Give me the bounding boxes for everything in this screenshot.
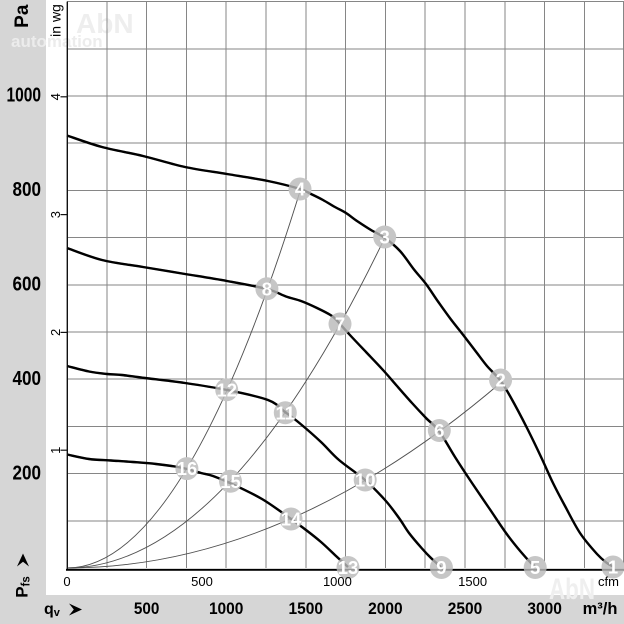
svg-text:13: 13 (338, 557, 359, 578)
svg-text:1500: 1500 (289, 600, 324, 618)
svg-text:500: 500 (134, 600, 160, 618)
svg-text:5: 5 (530, 557, 540, 578)
svg-text:10: 10 (355, 470, 376, 491)
svg-text:1000: 1000 (209, 600, 244, 618)
svg-text:1000: 1000 (7, 84, 42, 106)
svg-text:Pa: Pa (12, 4, 33, 28)
svg-text:15: 15 (220, 471, 241, 492)
svg-text:3000: 3000 (527, 600, 562, 618)
svg-text:cfm: cfm (598, 574, 619, 589)
svg-text:6: 6 (434, 420, 444, 441)
svg-text:1500: 1500 (458, 574, 487, 589)
svg-text:2: 2 (48, 329, 63, 336)
svg-text:1: 1 (48, 447, 63, 454)
svg-text:200: 200 (13, 463, 42, 485)
svg-text:400: 400 (13, 368, 42, 390)
svg-text:4: 4 (295, 179, 306, 200)
svg-text:500: 500 (191, 574, 213, 589)
svg-text:1000: 1000 (323, 574, 352, 589)
svg-text:0: 0 (63, 574, 70, 589)
svg-text:in wg: in wg (48, 4, 64, 37)
svg-text:automation: automation (11, 32, 103, 51)
svg-text:14: 14 (281, 509, 302, 530)
svg-text:1: 1 (608, 557, 618, 578)
svg-text:3: 3 (380, 227, 390, 248)
svg-text:AbN: AbN (549, 573, 595, 606)
svg-text:3: 3 (48, 211, 63, 218)
svg-text:4: 4 (48, 93, 63, 100)
svg-text:800: 800 (13, 179, 42, 201)
svg-text:9: 9 (436, 557, 446, 578)
svg-text:600: 600 (13, 274, 42, 296)
svg-text:11: 11 (276, 402, 296, 423)
svg-text:2000: 2000 (368, 600, 403, 618)
svg-text:8: 8 (262, 278, 272, 299)
svg-text:AbN: AbN (76, 8, 134, 39)
svg-text:16: 16 (177, 458, 198, 479)
svg-text:7: 7 (335, 314, 345, 335)
svg-text:2: 2 (495, 370, 505, 391)
svg-text:2500: 2500 (448, 600, 483, 618)
svg-text:12: 12 (216, 379, 237, 400)
svg-text:m³/h: m³/h (583, 600, 618, 618)
